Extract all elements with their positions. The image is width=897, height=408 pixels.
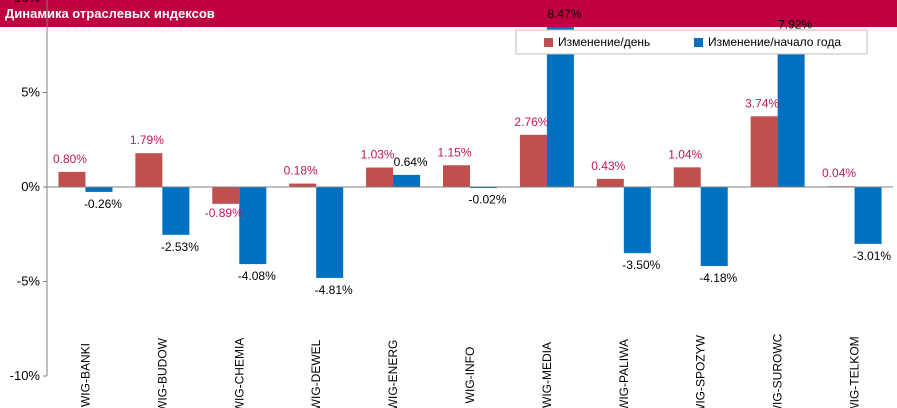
data-label-ytd: 7.92% — [778, 17, 812, 31]
bar-ytd — [700, 187, 728, 267]
category-label: WIG-INFO — [463, 347, 477, 404]
data-label-day: 0.80% — [53, 152, 87, 166]
category-label: WIG-DEWEL — [309, 339, 323, 408]
bar-day — [673, 167, 701, 187]
bar-ytd — [623, 187, 651, 254]
data-label-day: 0.04% — [822, 166, 856, 180]
data-label-ytd: -4.18% — [699, 271, 737, 285]
bar-day — [443, 165, 470, 187]
legend-label-day: Изменение/день — [558, 35, 650, 49]
data-label-day: 1.15% — [437, 145, 471, 159]
bar-day — [289, 183, 317, 187]
data-label-day: 0.18% — [284, 164, 318, 178]
chart-title: Динамика отраслевых индексов — [0, 0, 897, 27]
bar-day — [135, 153, 163, 187]
category-label: WIG-MEDIA — [540, 342, 554, 408]
category-label: WIG-ENERG — [386, 340, 400, 408]
category-label: WIG-BUDOW — [155, 337, 169, 408]
data-label-day: 1.04% — [668, 147, 702, 161]
bar-ytd — [854, 187, 882, 244]
y-tick-label: 0% — [21, 179, 40, 194]
bar-ytd — [85, 187, 113, 192]
bar-day — [596, 178, 624, 187]
data-label-day: 0.43% — [591, 159, 625, 173]
category-label: WIG-PALIWA — [617, 339, 631, 408]
bar-ytd — [777, 37, 805, 188]
legend-box — [515, 29, 868, 55]
bar-day — [58, 171, 86, 187]
bar-day — [366, 167, 394, 187]
bar-ytd — [393, 174, 421, 187]
data-label-ytd: -3.50% — [622, 258, 660, 272]
bar-ytd — [239, 187, 267, 265]
data-label-ytd: -3.01% — [853, 249, 891, 263]
data-label-ytd: -2.53% — [161, 240, 199, 254]
category-label: WIG-SUROWC — [771, 333, 785, 408]
category-label: WIG-BANKI — [78, 343, 92, 407]
bar-day — [750, 116, 778, 187]
data-label-day: 1.79% — [130, 133, 164, 147]
legend-swatch-ytd — [694, 38, 703, 47]
bar-ytd — [316, 187, 344, 278]
data-label-day: 3.74% — [745, 96, 779, 110]
data-label-ytd: 0.64% — [394, 155, 428, 169]
data-label-ytd: -0.02% — [468, 192, 506, 206]
data-label-ytd: -0.26% — [84, 197, 122, 211]
data-label-day: 2.76% — [514, 115, 548, 129]
y-tick-label: 5% — [21, 85, 40, 100]
category-label: WIG-TELKOM — [848, 336, 862, 408]
y-tick-label: -10% — [10, 368, 41, 383]
data-label-ytd: -4.81% — [315, 283, 353, 297]
data-label-day: 1.03% — [361, 148, 395, 162]
data-label-day: -0.89% — [205, 206, 243, 220]
data-label-ytd: -4.08% — [238, 269, 276, 283]
category-label: WIG-CHEMIA — [232, 338, 246, 408]
category-label: WIG-SPOZYW — [694, 334, 708, 408]
legend-swatch-day — [544, 38, 553, 47]
y-tick-label: 10% — [14, 0, 40, 5]
bar-day — [519, 134, 547, 187]
y-tick-label: -5% — [17, 274, 41, 289]
bar-day — [212, 187, 240, 204]
legend-label-ytd: Изменение/начало года — [708, 35, 841, 49]
data-label-ytd: 8.47% — [547, 7, 581, 21]
bar-ytd — [162, 187, 190, 235]
